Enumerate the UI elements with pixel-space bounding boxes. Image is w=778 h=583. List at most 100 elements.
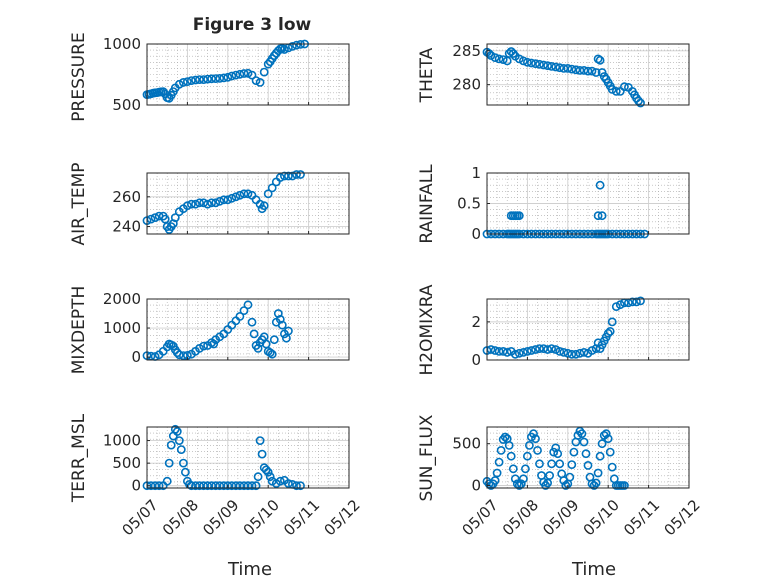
data-point [577, 429, 587, 439]
axes-box [486, 43, 690, 106]
axes-box [146, 426, 350, 489]
y-tick-label: 0 [471, 351, 481, 369]
data-point [535, 459, 544, 469]
y-axis-label: TERR_MSL [69, 413, 89, 503]
data-point [593, 468, 603, 478]
data-point [587, 66, 597, 76]
data-point [510, 474, 520, 484]
data-point [170, 213, 180, 222]
data-point [555, 459, 565, 469]
data-point [150, 213, 160, 222]
data-point [565, 472, 575, 482]
data-point [516, 479, 526, 489]
y-tick-label: 285 [452, 42, 481, 60]
x-tick-label: 05/12 [660, 496, 703, 539]
data-point [283, 479, 293, 488]
data-point [525, 440, 534, 450]
x-tick-label: 05/08 [159, 496, 202, 539]
data-point [215, 74, 225, 83]
data-point [601, 429, 611, 439]
data-point [283, 171, 293, 181]
data-point [535, 59, 544, 69]
y-tick-label: 0 [471, 476, 481, 494]
y-tick-label: 1000 [103, 35, 141, 53]
data-point [231, 192, 241, 202]
data-point [154, 481, 164, 491]
x-tick-label: 05/11 [280, 496, 323, 539]
data-point [267, 349, 277, 359]
y-tick-label: 0 [131, 348, 141, 366]
data-point [180, 467, 190, 477]
data-point [269, 335, 279, 345]
y-tick-label: 0.5 [457, 195, 481, 213]
axes-box [146, 43, 350, 106]
data-point [158, 87, 168, 96]
data-point [575, 66, 585, 75]
data-point [543, 345, 552, 354]
y-axis-label: AIR_TEMP [69, 163, 89, 246]
data-point [166, 440, 176, 450]
data-point [494, 54, 504, 64]
data-point [170, 424, 180, 434]
data-point [239, 69, 249, 78]
data-point [211, 481, 221, 491]
data-point [195, 75, 204, 84]
data-point [519, 474, 528, 484]
data-point [547, 62, 556, 71]
data-point [603, 434, 613, 444]
data-point [207, 198, 216, 208]
data-point [514, 348, 524, 358]
data-point [243, 189, 253, 199]
data-point [583, 66, 593, 76]
data-point [255, 78, 265, 87]
y-tick-label: 1 [471, 164, 481, 182]
data-point [605, 447, 615, 457]
data-point [559, 347, 569, 357]
data-point [561, 481, 571, 490]
y-tick-label: 240 [112, 218, 141, 236]
data-point [199, 75, 208, 84]
x-tick-label: 05/07 [458, 496, 501, 539]
data-point [186, 199, 196, 209]
data-point [571, 65, 581, 75]
y-tick-label: 500 [112, 454, 141, 472]
data-point [174, 79, 184, 89]
y-tick-label: 500 [112, 96, 141, 114]
data-point [519, 56, 528, 66]
x-tick-label: 05/08 [499, 496, 542, 539]
data-point [579, 437, 589, 447]
data-point [496, 445, 506, 455]
data-point [567, 349, 577, 359]
data-point [191, 75, 200, 85]
data-point [178, 78, 188, 87]
data-point [199, 481, 208, 491]
data-point [512, 479, 522, 489]
x-tick-label: 05/07 [118, 496, 161, 539]
data-point [261, 465, 271, 475]
data-point [521, 464, 530, 474]
y-axis-label: RAINFALL [417, 164, 437, 244]
data-point [275, 173, 285, 182]
y-tick-label: 1000 [103, 432, 141, 450]
data-point [283, 326, 293, 336]
data-point [573, 430, 583, 440]
data-point [523, 346, 532, 356]
data-point [195, 481, 204, 491]
data-point [178, 351, 188, 360]
y-axis-label: THETA [417, 47, 437, 103]
data-point [235, 69, 245, 79]
data-point [563, 64, 573, 73]
data-point [296, 481, 305, 491]
data-point [591, 478, 601, 488]
data-point [567, 460, 577, 469]
data-point [531, 59, 540, 69]
x-tick-label: 05/09 [199, 496, 242, 539]
data-point [523, 57, 532, 67]
data-point [263, 59, 273, 69]
data-point [527, 346, 536, 355]
data-point [239, 481, 249, 491]
data-point [539, 60, 548, 70]
data-point [555, 346, 565, 356]
data-point [292, 40, 301, 50]
data-point [591, 68, 601, 77]
